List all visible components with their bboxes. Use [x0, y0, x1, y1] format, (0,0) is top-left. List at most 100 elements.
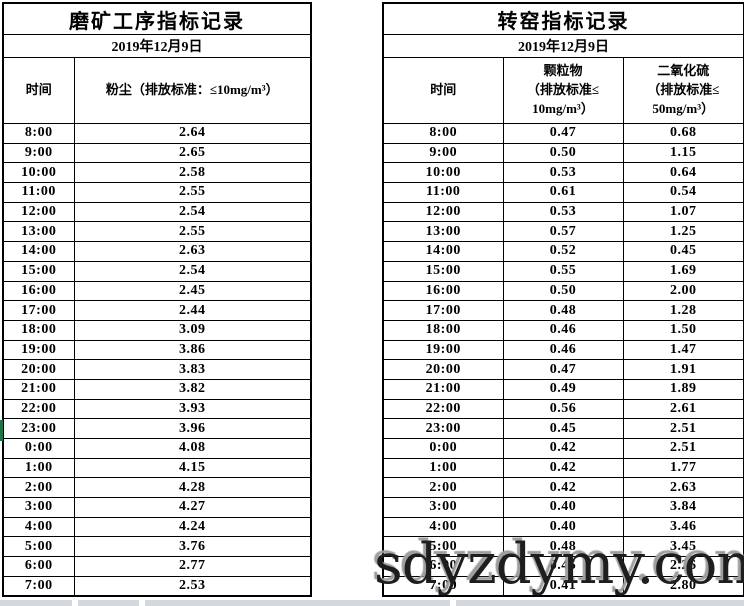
kiln-col-header-time[interactable]: 时间: [382, 57, 504, 124]
time-cell[interactable]: 21:00: [2, 378, 75, 400]
value-cell[interactable]: 0.64: [622, 162, 744, 184]
time-cell[interactable]: 18:00: [2, 319, 75, 341]
time-cell[interactable]: 10:00: [2, 162, 75, 184]
value-cell[interactable]: 0.49: [502, 378, 624, 400]
kiln-col-header-so2[interactable]: 二氧化硫 （排放标准≤ 50mg/m³）: [622, 57, 744, 124]
value-cell[interactable]: 2.55: [73, 182, 312, 203]
time-cell[interactable]: 18:00: [382, 319, 504, 341]
value-cell[interactable]: 2.65: [73, 142, 312, 164]
value-cell[interactable]: 2.54: [73, 260, 312, 282]
value-cell[interactable]: 1.89: [622, 378, 744, 400]
time-cell[interactable]: 19:00: [382, 339, 504, 361]
value-cell[interactable]: 2.61: [622, 398, 744, 420]
time-cell[interactable]: 6:00: [382, 556, 504, 577]
time-cell[interactable]: 1:00: [2, 457, 75, 479]
time-cell[interactable]: 3:00: [382, 497, 504, 518]
value-cell[interactable]: 2.45: [73, 280, 312, 302]
value-cell[interactable]: 0.42: [502, 477, 624, 499]
value-cell[interactable]: 0.41: [502, 575, 624, 597]
grinding-table-title[interactable]: 磨矿工序指标记录: [2, 2, 312, 35]
time-cell[interactable]: 8:00: [2, 123, 75, 144]
value-cell[interactable]: 0.50: [502, 280, 624, 302]
value-cell[interactable]: 4.28: [73, 477, 312, 499]
value-cell[interactable]: 0.50: [502, 142, 624, 164]
value-cell[interactable]: 2.53: [73, 575, 312, 597]
value-cell[interactable]: 2.55: [73, 221, 312, 243]
value-cell[interactable]: 0.68: [622, 123, 744, 144]
value-cell[interactable]: 1.77: [622, 457, 744, 479]
value-cell[interactable]: 0.56: [502, 398, 624, 420]
value-cell[interactable]: 3.83: [73, 359, 312, 380]
time-cell[interactable]: 3:00: [2, 497, 75, 518]
value-cell[interactable]: 2.54: [73, 201, 312, 223]
value-cell[interactable]: 1.47: [622, 339, 744, 361]
time-cell[interactable]: 4:00: [382, 516, 504, 538]
time-cell[interactable]: 12:00: [382, 201, 504, 223]
time-cell[interactable]: 15:00: [2, 260, 75, 282]
value-cell[interactable]: 0.55: [502, 260, 624, 282]
value-cell[interactable]: 3.86: [73, 339, 312, 361]
value-cell[interactable]: 3.45: [622, 536, 744, 558]
value-cell[interactable]: 3.82: [73, 378, 312, 400]
value-cell[interactable]: 0.48: [502, 536, 624, 558]
value-cell[interactable]: 1.15: [622, 142, 744, 164]
value-cell[interactable]: 0.54: [622, 182, 744, 203]
time-cell[interactable]: 16:00: [382, 280, 504, 302]
grinding-table-date[interactable]: 2019年12月9日: [2, 34, 312, 58]
time-cell[interactable]: 9:00: [382, 142, 504, 164]
value-cell[interactable]: 2.51: [622, 418, 744, 439]
value-cell[interactable]: 0.42: [502, 438, 624, 459]
time-cell[interactable]: 2:00: [382, 477, 504, 499]
value-cell[interactable]: 3.76: [73, 536, 312, 558]
value-cell[interactable]: 1.07: [622, 201, 744, 223]
value-cell[interactable]: 0.40: [502, 497, 624, 518]
time-cell[interactable]: 15:00: [382, 260, 504, 282]
grinding-col-header-time[interactable]: 时间: [2, 57, 75, 124]
time-cell[interactable]: 23:00: [2, 418, 75, 439]
time-cell[interactable]: 11:00: [382, 182, 504, 203]
value-cell[interactable]: 1.69: [622, 260, 744, 282]
value-cell[interactable]: 0.45: [622, 241, 744, 262]
value-cell[interactable]: 0.45: [502, 556, 624, 577]
value-cell[interactable]: 3.46: [622, 516, 744, 538]
grinding-col-header-dust[interactable]: 粉尘（排放标准：≤10mg/m³）: [73, 57, 312, 124]
value-cell[interactable]: 0.57: [502, 221, 624, 243]
time-cell[interactable]: 9:00: [2, 142, 75, 164]
value-cell[interactable]: 0.53: [502, 201, 624, 223]
value-cell[interactable]: 0.61: [502, 182, 624, 203]
kiln-col-header-particulate[interactable]: 颗粒物 （排放标准≤ 10mg/m³）: [502, 57, 624, 124]
time-cell[interactable]: 4:00: [2, 516, 75, 538]
time-cell[interactable]: 14:00: [2, 241, 75, 262]
value-cell[interactable]: 3.09: [73, 319, 312, 341]
value-cell[interactable]: 2.63: [73, 241, 312, 262]
value-cell[interactable]: 0.46: [502, 319, 624, 341]
time-cell[interactable]: 10:00: [382, 162, 504, 184]
time-cell[interactable]: 13:00: [382, 221, 504, 243]
value-cell[interactable]: 2.00: [622, 280, 744, 302]
value-cell[interactable]: 4.15: [73, 457, 312, 479]
value-cell[interactable]: 1.25: [622, 221, 744, 243]
time-cell[interactable]: 13:00: [2, 221, 75, 243]
value-cell[interactable]: 2.77: [73, 556, 312, 577]
value-cell[interactable]: 2.63: [622, 477, 744, 499]
time-cell[interactable]: 23:00: [382, 418, 504, 439]
time-cell[interactable]: 22:00: [2, 398, 75, 420]
time-cell[interactable]: 1:00: [382, 457, 504, 479]
time-cell[interactable]: 12:00: [2, 201, 75, 223]
kiln-table-date[interactable]: 2019年12月9日: [382, 34, 744, 58]
value-cell[interactable]: 3.84: [622, 497, 744, 518]
time-cell[interactable]: 20:00: [2, 359, 75, 380]
value-cell[interactable]: 2.80: [622, 575, 744, 597]
value-cell[interactable]: 0.48: [502, 300, 624, 321]
time-cell[interactable]: 0:00: [2, 438, 75, 459]
time-cell[interactable]: 8:00: [382, 123, 504, 144]
value-cell[interactable]: 0.46: [502, 339, 624, 361]
value-cell[interactable]: 3.96: [73, 418, 312, 439]
time-cell[interactable]: 17:00: [2, 300, 75, 321]
value-cell[interactable]: 2.26: [622, 556, 744, 577]
time-cell[interactable]: 21:00: [382, 378, 504, 400]
time-cell[interactable]: 16:00: [2, 280, 75, 302]
value-cell[interactable]: 4.24: [73, 516, 312, 538]
value-cell[interactable]: 0.47: [502, 123, 624, 144]
time-cell[interactable]: 5:00: [2, 536, 75, 558]
